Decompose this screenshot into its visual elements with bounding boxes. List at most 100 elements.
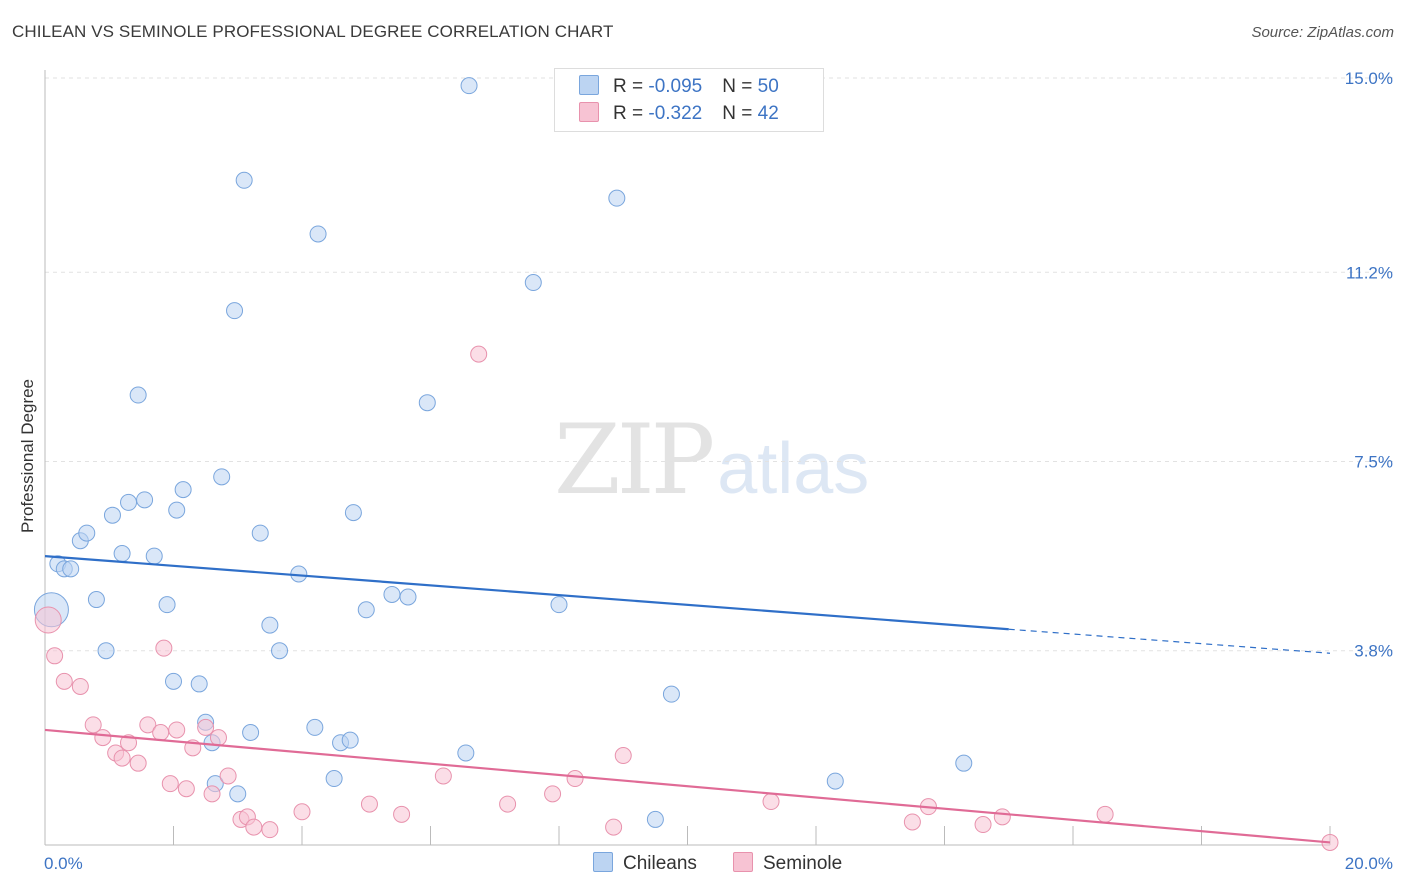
chileans-point-32 bbox=[309, 225, 327, 243]
seminole-point-28 bbox=[434, 767, 452, 785]
seminole-point-18 bbox=[203, 785, 221, 803]
seminole-point-17 bbox=[197, 718, 215, 736]
chileans-point-49 bbox=[955, 754, 973, 772]
legend-r-label: R = bbox=[613, 103, 649, 124]
chileans-point-38 bbox=[383, 585, 401, 603]
chileans-point-24 bbox=[235, 171, 253, 189]
seminole-point-26 bbox=[360, 795, 378, 813]
seminole-point-30 bbox=[499, 795, 517, 813]
seminole-point-5 bbox=[94, 729, 112, 747]
chileans-point-27 bbox=[251, 524, 269, 542]
seminole-point-11 bbox=[152, 724, 170, 742]
legend-swatch-chileans bbox=[593, 852, 613, 872]
legend-swatch-seminole bbox=[733, 852, 753, 872]
chileans-point-35 bbox=[341, 731, 359, 749]
legend-swatch-pink bbox=[579, 102, 599, 122]
seminole-point-35 bbox=[762, 793, 780, 811]
chileans-point-29 bbox=[271, 642, 289, 660]
seminole-point-9 bbox=[129, 754, 147, 772]
seminole-trend-line bbox=[44, 728, 1331, 844]
legend-r-label: R = bbox=[613, 76, 649, 97]
legend-label-seminole: Seminole bbox=[763, 853, 843, 874]
chileans-point-28 bbox=[261, 616, 279, 634]
seminole-point-1 bbox=[46, 647, 64, 665]
x-tick-label-0: 0.0% bbox=[44, 854, 83, 873]
chileans-point-6 bbox=[87, 591, 105, 609]
correlation-legend: R = -0.095 N = 50 R = -0.322 N = 42 bbox=[554, 68, 824, 132]
chileans-point-31 bbox=[306, 718, 324, 736]
seminole-point-31 bbox=[544, 785, 562, 803]
chileans-trend-extension bbox=[1008, 628, 1331, 654]
chileans-point-15 bbox=[165, 672, 182, 690]
seminole-point-14 bbox=[168, 721, 186, 739]
chileans-point-43 bbox=[524, 274, 542, 292]
seminole-point-36 bbox=[903, 813, 921, 831]
legend-swatch-blue bbox=[579, 75, 599, 95]
legend-n-label: N = bbox=[722, 103, 758, 124]
series-legend: Chileans Seminole bbox=[0, 852, 1406, 878]
legend-n-value: 42 bbox=[757, 103, 779, 124]
chileans-point-18 bbox=[190, 675, 208, 693]
chileans-point-25 bbox=[229, 785, 247, 803]
legend-n-value: 50 bbox=[757, 76, 779, 97]
chileans-point-10 bbox=[120, 493, 138, 511]
chileans-points bbox=[33, 77, 973, 828]
legend-item-chileans[interactable]: Chileans bbox=[593, 852, 697, 875]
chileans-point-9 bbox=[113, 545, 131, 563]
chileans-point-45 bbox=[608, 189, 626, 207]
seminole-points bbox=[34, 345, 1339, 851]
seminole-point-24 bbox=[261, 821, 279, 839]
seminole-point-7 bbox=[113, 749, 131, 767]
seminole-point-27 bbox=[393, 805, 411, 823]
chileans-point-12 bbox=[136, 491, 154, 509]
chileans-point-39 bbox=[399, 588, 417, 606]
chileans-point-14 bbox=[158, 596, 176, 614]
chileans-point-7 bbox=[97, 642, 115, 660]
legend-r-value: -0.095 bbox=[648, 76, 703, 97]
seminole-point-19 bbox=[209, 729, 227, 747]
chileans-point-3 bbox=[62, 560, 80, 578]
watermark-zip: ZIP bbox=[554, 404, 715, 516]
chileans-point-16 bbox=[168, 501, 186, 519]
source-credit: Source: ZipAtlas.com bbox=[1251, 24, 1394, 41]
chileans-point-5 bbox=[78, 524, 96, 542]
seminole-point-29 bbox=[470, 345, 488, 363]
y-tick-label-0: 3.8% bbox=[1354, 642, 1393, 661]
trend-lines bbox=[44, 554, 1331, 844]
watermark: ZIPatlas bbox=[554, 404, 869, 516]
chileans-point-22 bbox=[213, 468, 231, 486]
chileans-point-11 bbox=[129, 386, 147, 404]
seminole-point-15 bbox=[177, 780, 195, 798]
chileans-point-33 bbox=[325, 770, 343, 788]
seminole-point-25 bbox=[293, 803, 311, 821]
seminole-point-34 bbox=[614, 747, 632, 765]
chileans-point-17 bbox=[174, 481, 192, 499]
seminole-point-20 bbox=[219, 767, 237, 785]
chileans-point-42 bbox=[460, 77, 478, 95]
chart-title: CHILEAN VS SEMINOLE PROFESSIONAL DEGREE … bbox=[12, 22, 614, 41]
legend-row-chileans: R = -0.095 N = 50 bbox=[579, 75, 779, 101]
chileans-point-48 bbox=[826, 772, 844, 790]
seminole-point-39 bbox=[993, 808, 1011, 826]
chileans-point-40 bbox=[418, 394, 436, 412]
legend-row-seminole: R = -0.322 N = 42 bbox=[579, 102, 779, 128]
chileans-point-47 bbox=[662, 685, 680, 703]
seminole-point-23 bbox=[245, 818, 263, 836]
chileans-point-44 bbox=[550, 596, 568, 614]
y-tick-label-2: 11.2% bbox=[1346, 263, 1393, 282]
gridlines bbox=[45, 77, 1395, 652]
seminole-point-12 bbox=[155, 639, 173, 657]
seminole-point-13 bbox=[161, 775, 179, 793]
seminole-point-10 bbox=[139, 716, 157, 734]
seminole-point-4 bbox=[84, 716, 102, 734]
chileans-point-23 bbox=[226, 302, 244, 320]
legend-item-seminole[interactable]: Seminole bbox=[733, 852, 842, 875]
x-tick-label-1: 20.0% bbox=[1345, 854, 1393, 873]
seminole-point-32 bbox=[566, 770, 584, 788]
chileans-point-41 bbox=[457, 744, 475, 762]
chileans-point-8 bbox=[103, 506, 121, 524]
chileans-trend-line bbox=[44, 554, 1009, 631]
seminole-point-8 bbox=[120, 734, 138, 752]
chileans-point-13 bbox=[145, 547, 163, 565]
chileans-point-36 bbox=[344, 504, 362, 522]
